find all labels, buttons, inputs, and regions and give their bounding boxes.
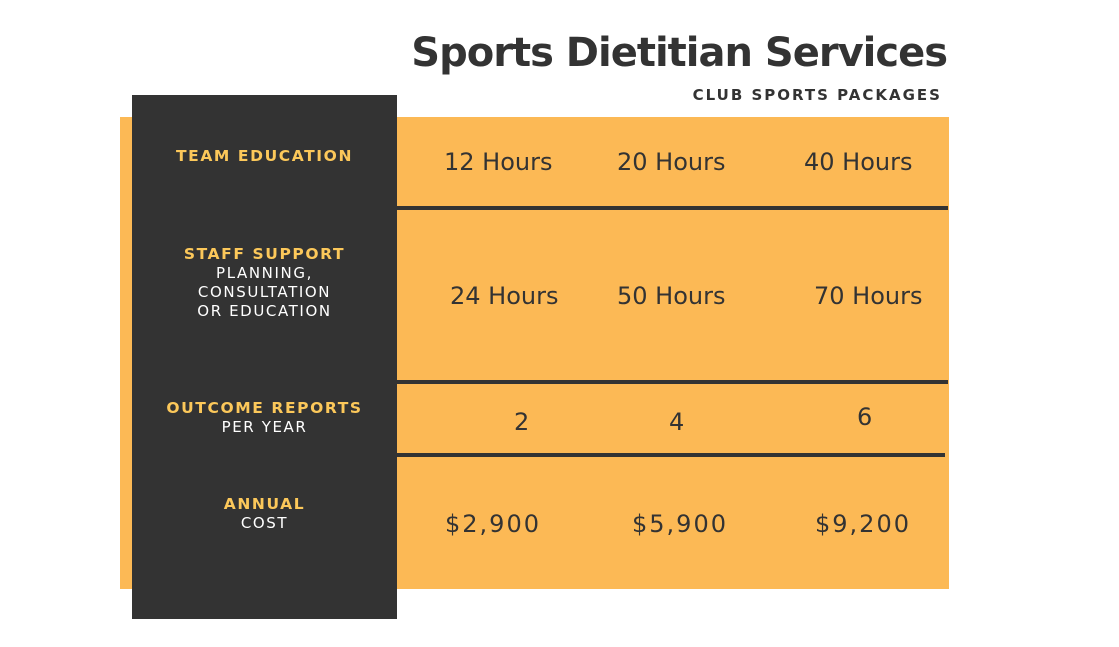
package-3-outcome-reports: 6 bbox=[857, 403, 873, 431]
row-label-team-education: TEAM EDUCATION bbox=[132, 147, 397, 166]
row-label-staff-support: STAFF SUPPORT PLANNING, CONSULTATION OR … bbox=[132, 245, 397, 321]
row-label-line: PLANNING, bbox=[216, 264, 313, 282]
row-label-highlight: TEAM EDUCATION bbox=[175, 147, 354, 165]
row-label-highlight: OUTCOME REPORTS bbox=[166, 399, 363, 417]
row-label-highlight: STAFF SUPPORT bbox=[183, 245, 346, 263]
row-label-line: CONSULTATION bbox=[197, 283, 332, 301]
package-2-staff-support: 50 Hours bbox=[617, 282, 726, 310]
row-divider bbox=[397, 206, 948, 210]
row-label-line: OR EDUCATION bbox=[197, 302, 332, 320]
row-label-column bbox=[132, 95, 397, 619]
package-3-team-education: 40 Hours bbox=[804, 148, 913, 176]
row-label-line: PER YEAR bbox=[221, 418, 308, 436]
package-3-annual-cost: $9,200 bbox=[815, 510, 911, 538]
row-divider bbox=[397, 380, 948, 384]
page-title: Sports Dietitian Services bbox=[411, 30, 948, 76]
package-2-team-education: 20 Hours bbox=[617, 148, 726, 176]
row-label-highlight: ANNUAL bbox=[223, 495, 306, 513]
row-label-line: COST bbox=[240, 514, 289, 532]
row-divider bbox=[397, 453, 945, 457]
row-label-annual-cost: ANNUAL COST bbox=[132, 495, 397, 533]
row-label-outcome-reports: OUTCOME REPORTS PER YEAR bbox=[132, 399, 397, 437]
page-subtitle: CLUB SPORTS PACKAGES bbox=[692, 86, 942, 104]
package-2-annual-cost: $5,900 bbox=[632, 510, 728, 538]
package-3-staff-support: 70 Hours bbox=[814, 282, 923, 310]
package-1-staff-support: 24 Hours bbox=[450, 282, 559, 310]
package-1-team-education: 12 Hours bbox=[444, 148, 553, 176]
package-1-outcome-reports: 2 bbox=[514, 408, 530, 436]
package-2-outcome-reports: 4 bbox=[669, 408, 685, 436]
package-1-annual-cost: $2,900 bbox=[445, 510, 541, 538]
